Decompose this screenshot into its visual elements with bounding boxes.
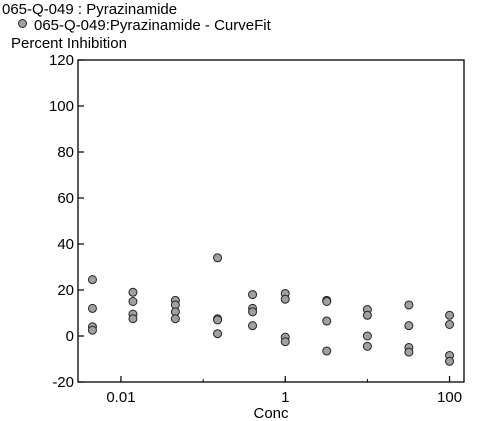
data-point [404,321,414,331]
data-point [322,346,332,356]
data-point [128,287,138,297]
data-point [362,310,372,320]
x-axis-label: Conc [253,405,289,421]
data-points [87,253,455,366]
data-point [280,294,290,304]
y-tick-label: -20 [52,374,74,391]
y-axis-label: Percent Inhibition [11,35,127,52]
data-point [87,325,97,335]
data-point [404,300,414,310]
data-point [213,253,223,263]
y-tick-label: 120 [49,52,74,69]
data-point [322,297,332,306]
data-point [404,347,414,357]
y-tick-label: 0 [66,328,74,345]
y-tick-label: 40 [57,236,74,253]
x-tick-label: 1 [281,389,289,406]
data-point [280,337,290,347]
data-point [128,314,138,324]
y-tick-label: 80 [57,144,74,161]
chart-title: 065-Q-049 : Pyrazinamide [2,1,178,18]
data-point [362,331,372,341]
x-axis: 0.01 1 100 [106,376,462,406]
data-point [248,307,258,317]
data-point [213,329,223,339]
data-point [213,315,223,325]
y-tick-label: 60 [57,190,74,207]
y-tick-label: 20 [57,282,74,299]
data-point [445,310,455,320]
x-tick-label: 100 [437,389,462,406]
data-point [362,341,372,351]
legend-marker-icon [18,19,27,28]
y-axis: -20 0 20 40 60 80 100 120 [49,52,84,391]
x-tick-label: 0.01 [106,389,135,406]
data-point [128,297,138,306]
data-point [445,320,455,329]
y-tick-label: 100 [49,98,74,115]
data-point [87,275,97,285]
legend-label: 065-Q-049:Pyrazinamide - CurveFit [34,17,271,34]
data-point [445,356,455,366]
data-point [322,316,332,326]
data-point [248,290,258,300]
data-point [170,314,180,324]
legend: 065-Q-049:Pyrazinamide - CurveFit [18,17,271,34]
plot-frame [77,59,465,383]
data-point [87,303,97,313]
data-point [248,321,258,331]
